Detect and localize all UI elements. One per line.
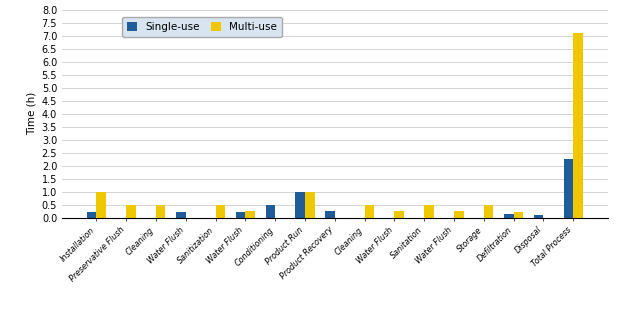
Bar	[454, 211, 464, 218]
Bar	[574, 33, 583, 218]
Bar	[296, 192, 305, 218]
Bar	[424, 204, 434, 218]
Bar	[504, 214, 513, 218]
Bar	[126, 204, 136, 218]
Bar	[394, 211, 404, 218]
Bar	[96, 192, 106, 218]
Bar	[365, 204, 374, 218]
Bar	[156, 204, 166, 218]
Y-axis label: Time (h): Time (h)	[26, 92, 36, 135]
Bar	[87, 212, 96, 218]
Bar	[216, 204, 225, 218]
Bar	[236, 212, 246, 218]
Bar	[564, 159, 574, 218]
Bar	[326, 211, 335, 218]
Legend: Single-use, Multi-use: Single-use, Multi-use	[122, 17, 283, 37]
Bar	[484, 204, 494, 218]
Bar	[265, 204, 275, 218]
Bar	[176, 212, 186, 218]
Bar	[305, 192, 314, 218]
Bar	[534, 215, 544, 218]
Bar	[246, 211, 255, 218]
Bar	[513, 212, 523, 218]
